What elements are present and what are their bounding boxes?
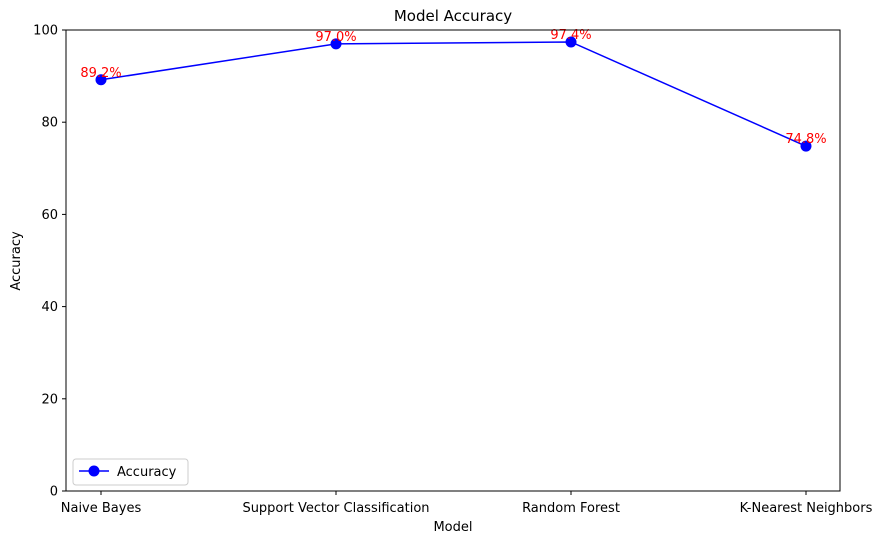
y-tick-label: 0 bbox=[50, 485, 58, 500]
legend-marker-swatch bbox=[88, 465, 100, 477]
legend: Accuracy bbox=[72, 458, 189, 486]
data-label: 74.8% bbox=[785, 132, 826, 147]
x-tick-label: Naive Bayes bbox=[61, 501, 142, 516]
legend-entry-accuracy: Accuracy bbox=[117, 465, 177, 480]
y-tick-label: 80 bbox=[41, 116, 58, 131]
x-tick-label: Support Vector Classification bbox=[242, 501, 429, 516]
data-point bbox=[95, 74, 107, 86]
x-axis-ticks: Naive Bayes Support Vector Classification… bbox=[61, 491, 873, 516]
x-tick-label: K-Nearest Neighbors bbox=[740, 501, 873, 516]
series-accuracy bbox=[95, 36, 812, 152]
data-point bbox=[565, 36, 577, 48]
data-label: 89.2% bbox=[80, 66, 121, 81]
plot-frame bbox=[65, 29, 841, 492]
y-tick-label: 100 bbox=[33, 24, 58, 39]
y-tick-label: 40 bbox=[41, 300, 58, 315]
data-label: 97.0% bbox=[315, 30, 356, 45]
x-axis-label: Model bbox=[433, 520, 472, 535]
x-tick-label: Random Forest bbox=[522, 501, 620, 516]
data-labels: 89.2% 97.0% 97.4% 74.8% bbox=[80, 28, 826, 147]
y-axis-ticks: 0 20 40 60 80 100 bbox=[33, 24, 66, 500]
chart-title: Model Accuracy bbox=[394, 7, 512, 25]
y-tick-label: 60 bbox=[41, 208, 58, 223]
data-label: 97.4% bbox=[550, 28, 591, 43]
y-axis-label: Accuracy bbox=[9, 231, 24, 291]
series-line bbox=[100, 41, 807, 147]
legend-box bbox=[72, 458, 189, 486]
data-point bbox=[330, 38, 342, 50]
data-point bbox=[800, 140, 812, 152]
y-tick-label: 20 bbox=[41, 392, 58, 407]
